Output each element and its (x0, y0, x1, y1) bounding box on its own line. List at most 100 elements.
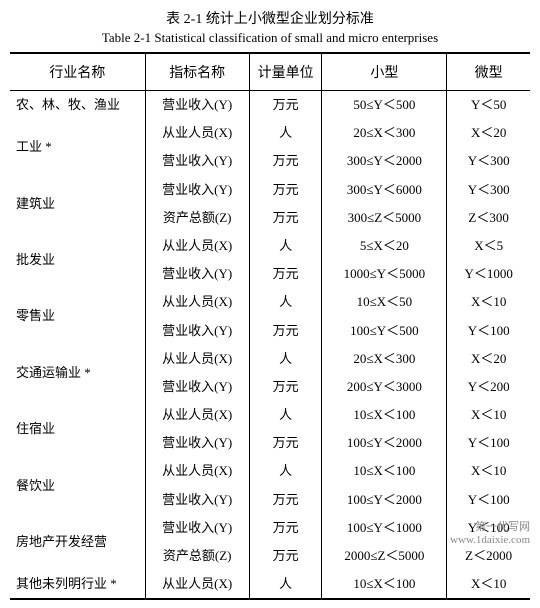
cell-metric: 营业收入(Y) (145, 91, 249, 120)
cell-unit: 万元 (249, 514, 322, 542)
watermark-line1: 第一代写网 (450, 521, 530, 534)
cell-micro: Y＜100 (447, 486, 530, 514)
cell-metric: 营业收入(Y) (145, 373, 249, 401)
cell-small: 1000≤Y＜5000 (322, 260, 447, 288)
cell-unit: 万元 (249, 486, 322, 514)
cell-metric: 从业人员(X) (145, 232, 249, 260)
col-industry: 行业名称 (10, 53, 145, 91)
cell-small: 20≤X＜300 (322, 119, 447, 147)
cell-industry: 建筑业 (10, 176, 145, 232)
cell-small: 100≤Y＜2000 (322, 486, 447, 514)
cell-small: 100≤Y＜1000 (322, 514, 447, 542)
cell-metric: 从业人员(X) (145, 288, 249, 316)
cell-small: 20≤X＜300 (322, 345, 447, 373)
cell-industry: 工业 * (10, 119, 145, 175)
cell-micro: X＜10 (447, 570, 530, 599)
col-metric: 指标名称 (145, 53, 249, 91)
cell-micro: Y＜300 (447, 147, 530, 175)
cell-metric: 营业收入(Y) (145, 429, 249, 457)
cell-micro: Y＜50 (447, 91, 530, 120)
classification-table: 行业名称 指标名称 计量单位 小型 微型 农、林、牧、渔业营业收入(Y)万元50… (10, 52, 530, 600)
watermark-line2: www.1daixie.com (450, 534, 530, 547)
table-caption-cn: 表 2-1 统计上小微型企业划分标准 (10, 8, 530, 28)
cell-unit: 万元 (249, 373, 322, 401)
cell-unit: 人 (249, 232, 322, 260)
cell-unit: 万元 (249, 91, 322, 120)
cell-unit: 万元 (249, 147, 322, 175)
table-row: 零售业从业人员(X)人10≤X＜50X＜10 (10, 288, 530, 316)
cell-metric: 从业人员(X) (145, 401, 249, 429)
table-row: 批发业从业人员(X)人5≤X＜20X＜5 (10, 232, 530, 260)
cell-unit: 人 (249, 570, 322, 599)
cell-small: 5≤X＜20 (322, 232, 447, 260)
cell-metric: 从业人员(X) (145, 119, 249, 147)
cell-micro: X＜20 (447, 119, 530, 147)
table-header-row: 行业名称 指标名称 计量单位 小型 微型 (10, 53, 530, 91)
table-row: 交通运输业 *从业人员(X)人20≤X＜300X＜20 (10, 345, 530, 373)
cell-metric: 营业收入(Y) (145, 486, 249, 514)
cell-micro: X＜10 (447, 457, 530, 485)
cell-small: 50≤Y＜500 (322, 91, 447, 120)
col-micro: 微型 (447, 53, 530, 91)
cell-micro: X＜10 (447, 288, 530, 316)
cell-industry: 住宿业 (10, 401, 145, 457)
cell-small: 300≤Y＜6000 (322, 176, 447, 204)
cell-industry: 农、林、牧、渔业 (10, 91, 145, 120)
cell-industry: 交通运输业 * (10, 345, 145, 401)
table-row: 工业 *从业人员(X)人20≤X＜300X＜20 (10, 119, 530, 147)
table-row: 建筑业营业收入(Y)万元300≤Y＜6000Y＜300 (10, 176, 530, 204)
cell-micro: X＜20 (447, 345, 530, 373)
cell-metric: 营业收入(Y) (145, 317, 249, 345)
cell-metric: 资产总额(Z) (145, 204, 249, 232)
cell-metric: 营业收入(Y) (145, 260, 249, 288)
cell-metric: 资产总额(Z) (145, 542, 249, 570)
table-caption-en: Table 2-1 Statistical classification of … (10, 30, 530, 46)
cell-metric: 营业收入(Y) (145, 514, 249, 542)
cell-unit: 人 (249, 288, 322, 316)
cell-unit: 人 (249, 401, 322, 429)
cell-micro: Y＜1000 (447, 260, 530, 288)
table-row: 农、林、牧、渔业营业收入(Y)万元50≤Y＜500Y＜50 (10, 91, 530, 120)
cell-metric: 从业人员(X) (145, 570, 249, 599)
watermark: 第一代写网 www.1daixie.com (450, 521, 530, 547)
col-unit: 计量单位 (249, 53, 322, 91)
cell-small: 10≤X＜100 (322, 401, 447, 429)
cell-metric: 从业人员(X) (145, 345, 249, 373)
cell-metric: 从业人员(X) (145, 457, 249, 485)
cell-micro: Y＜300 (447, 176, 530, 204)
cell-industry: 餐饮业 (10, 457, 145, 513)
col-small: 小型 (322, 53, 447, 91)
cell-industry: 房地产开发经营 (10, 514, 145, 570)
cell-unit: 万元 (249, 542, 322, 570)
cell-unit: 人 (249, 457, 322, 485)
cell-unit: 万元 (249, 429, 322, 457)
cell-unit: 人 (249, 119, 322, 147)
cell-unit: 人 (249, 345, 322, 373)
cell-unit: 万元 (249, 204, 322, 232)
table-row: 住宿业从业人员(X)人10≤X＜100X＜10 (10, 401, 530, 429)
cell-small: 10≤X＜50 (322, 288, 447, 316)
cell-unit: 万元 (249, 176, 322, 204)
cell-small: 300≤Z＜5000 (322, 204, 447, 232)
cell-small: 300≤Y＜2000 (322, 147, 447, 175)
cell-micro: X＜5 (447, 232, 530, 260)
table-row: 餐饮业从业人员(X)人10≤X＜100X＜10 (10, 457, 530, 485)
cell-industry: 其他未列明行业 * (10, 570, 145, 599)
cell-metric: 营业收入(Y) (145, 147, 249, 175)
cell-micro: Y＜100 (447, 317, 530, 345)
cell-small: 10≤X＜100 (322, 570, 447, 599)
cell-unit: 万元 (249, 260, 322, 288)
cell-micro: Y＜100 (447, 429, 530, 457)
cell-metric: 营业收入(Y) (145, 176, 249, 204)
cell-unit: 万元 (249, 317, 322, 345)
cell-industry: 零售业 (10, 288, 145, 344)
cell-micro: Y＜200 (447, 373, 530, 401)
cell-industry: 批发业 (10, 232, 145, 288)
cell-micro: X＜10 (447, 401, 530, 429)
cell-small: 100≤Y＜2000 (322, 429, 447, 457)
cell-small: 2000≤Z＜5000 (322, 542, 447, 570)
cell-small: 200≤Y＜3000 (322, 373, 447, 401)
cell-small: 100≤Y＜500 (322, 317, 447, 345)
table-row: 其他未列明行业 *从业人员(X)人10≤X＜100X＜10 (10, 570, 530, 599)
cell-small: 10≤X＜100 (322, 457, 447, 485)
